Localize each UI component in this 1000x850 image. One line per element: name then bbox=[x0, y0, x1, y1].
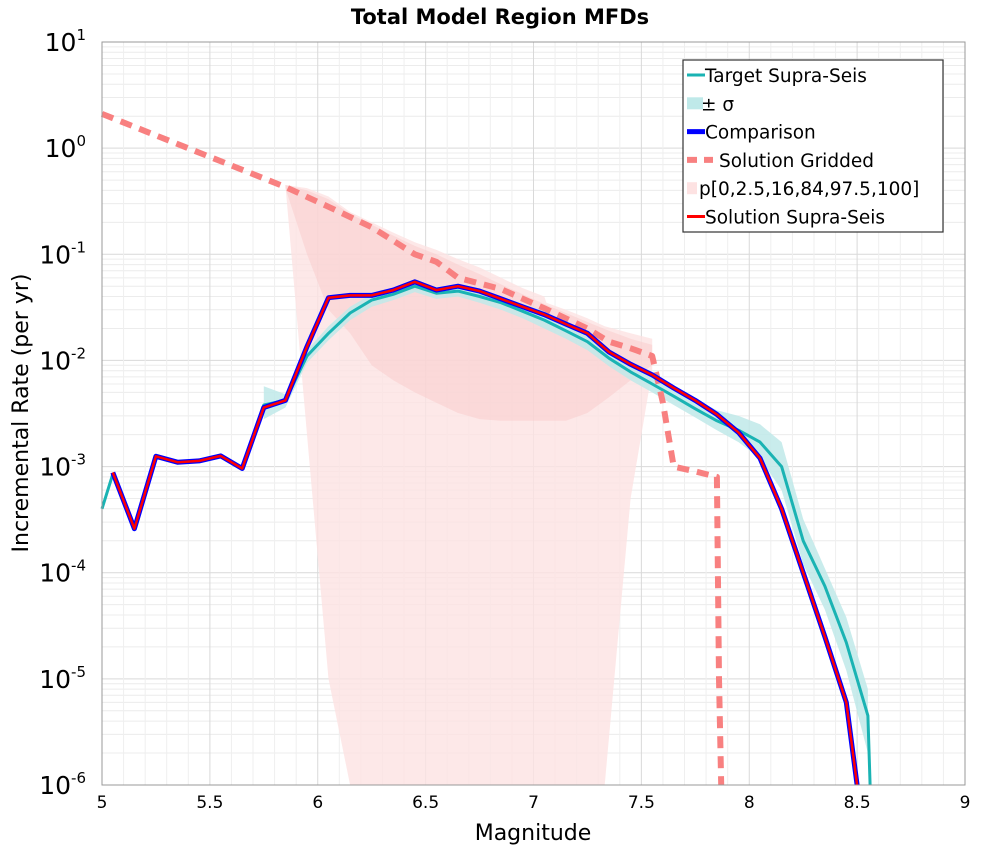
legend-label: Comparison bbox=[705, 123, 816, 144]
x-tick-label: 5.5 bbox=[196, 793, 223, 813]
legend-label: ± σ bbox=[701, 94, 734, 115]
x-tick-label: 8 bbox=[744, 793, 755, 813]
x-tick-label: 7.5 bbox=[628, 793, 655, 813]
x-tick-label: 6 bbox=[312, 793, 323, 813]
series-lines bbox=[100, 111, 872, 786]
y-tick-label: 10-4 bbox=[39, 557, 86, 588]
legend-swatch-sigma bbox=[687, 97, 703, 110]
series-solution-supra-seis bbox=[111, 280, 859, 786]
legend-swatch-percentile bbox=[687, 182, 697, 195]
x-axis-ticks: 5 5.5 6 6.5 7 7.5 8 8.5 9 bbox=[97, 793, 971, 813]
y-tick-label: 100 bbox=[45, 132, 86, 163]
legend-label: p[0,2.5,16,84,97.5,100] bbox=[699, 179, 919, 200]
y-tick-label: 10-6 bbox=[39, 769, 86, 800]
y-tick-label: 10-5 bbox=[39, 663, 86, 694]
legend-label: Solution Gridded bbox=[719, 151, 874, 172]
x-tick-label: 7 bbox=[528, 793, 539, 813]
y-tick-label: 101 bbox=[45, 26, 86, 57]
legend-box bbox=[682, 59, 944, 233]
legend-label: Solution Supra-Seis bbox=[705, 208, 885, 229]
y-axis-label: Incremental Rate (per yr) bbox=[9, 274, 34, 553]
y-axis-ticks: 101 100 10-1 10-2 10-3 10-4 10-5 10-6 bbox=[39, 26, 86, 800]
x-tick-label: 8.5 bbox=[844, 793, 871, 813]
x-tick-label: 5 bbox=[97, 793, 108, 813]
y-tick-label: 10-1 bbox=[39, 238, 86, 269]
y-tick-label: 10-2 bbox=[39, 344, 86, 375]
percentile-band-inner bbox=[285, 185, 653, 421]
plot-frame bbox=[101, 41, 966, 786]
bands bbox=[263, 185, 868, 785]
legend: Target Supra-Seis ± σ Comparison Solution G… bbox=[682, 59, 944, 233]
x-axis-label: Magnitude bbox=[475, 821, 592, 846]
x-tick-label: 6.5 bbox=[412, 793, 439, 813]
x-tick-label: 9 bbox=[960, 793, 971, 813]
y-tick-label: 10-3 bbox=[39, 451, 86, 482]
chart-title: Total Model Region MFDs bbox=[351, 5, 649, 29]
legend-label: Target Supra-Seis bbox=[704, 66, 867, 87]
